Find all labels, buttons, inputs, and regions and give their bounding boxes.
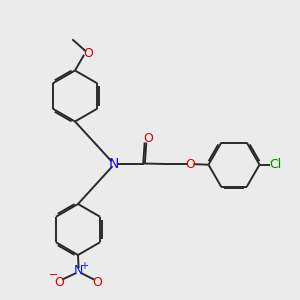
Text: O: O [144, 131, 153, 145]
Text: N: N [74, 264, 83, 277]
Text: −: − [49, 270, 58, 280]
Text: +: + [80, 261, 88, 271]
Text: O: O [186, 158, 195, 171]
Text: O: O [92, 275, 102, 289]
Text: O: O [83, 47, 93, 60]
Text: Cl: Cl [269, 158, 281, 171]
Text: O: O [54, 275, 64, 289]
Text: N: N [109, 157, 119, 170]
